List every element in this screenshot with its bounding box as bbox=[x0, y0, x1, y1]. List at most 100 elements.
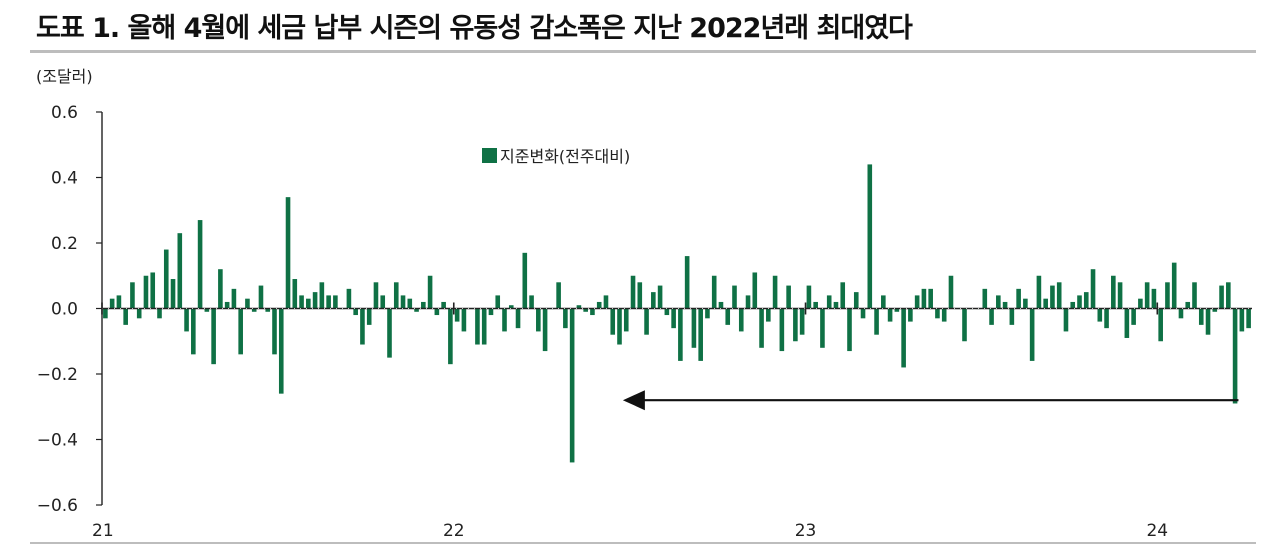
bar bbox=[914, 295, 920, 309]
y-axis-ticks: 0.6 0.4 0.2 0.0 −0.2 −0.4 −0.6 bbox=[37, 103, 102, 516]
bar bbox=[441, 301, 446, 309]
y-tick-label: −0.4 bbox=[37, 431, 78, 451]
bar bbox=[204, 308, 210, 312]
bar bbox=[1050, 285, 1055, 309]
bar bbox=[941, 308, 947, 322]
bar bbox=[224, 301, 230, 309]
bar bbox=[353, 308, 358, 316]
bar bbox=[881, 295, 886, 309]
x-tick-label: 24 bbox=[1146, 521, 1168, 541]
bar bbox=[184, 308, 189, 332]
bar bbox=[1158, 308, 1163, 342]
bar bbox=[935, 308, 940, 319]
bar bbox=[698, 308, 703, 361]
bar bbox=[1124, 308, 1130, 338]
bar bbox=[278, 308, 284, 394]
bar bbox=[481, 308, 487, 345]
bar bbox=[1239, 308, 1245, 332]
arrow-annotation bbox=[622, 390, 1239, 411]
bar bbox=[306, 298, 311, 309]
bar bbox=[840, 282, 846, 309]
bar bbox=[231, 288, 237, 309]
bar bbox=[732, 285, 737, 309]
bar bbox=[380, 295, 386, 309]
bar bbox=[1144, 282, 1150, 309]
bar bbox=[1232, 308, 1238, 404]
bar bbox=[759, 308, 764, 348]
bar bbox=[116, 295, 122, 309]
bar bbox=[1090, 269, 1096, 309]
bar bbox=[1043, 298, 1048, 309]
bar bbox=[360, 308, 365, 345]
bar bbox=[1219, 285, 1224, 309]
bar bbox=[989, 308, 994, 325]
bar bbox=[1111, 275, 1116, 309]
bar bbox=[265, 308, 271, 312]
bar bbox=[786, 285, 791, 309]
bar bbox=[1063, 308, 1069, 332]
bar bbox=[258, 285, 264, 309]
bar bbox=[123, 308, 128, 325]
bar bbox=[569, 308, 575, 463]
bar bbox=[393, 282, 399, 309]
bar bbox=[1077, 295, 1082, 309]
bar bbox=[488, 308, 494, 316]
bar bbox=[651, 292, 656, 309]
bar bbox=[319, 282, 325, 309]
bar bbox=[833, 301, 839, 309]
legend: 지준변화(전주대비) bbox=[482, 147, 630, 166]
bar bbox=[766, 308, 771, 322]
bar bbox=[1138, 298, 1143, 309]
bar bbox=[218, 269, 223, 309]
bar bbox=[928, 288, 933, 309]
bar bbox=[502, 308, 507, 332]
bar bbox=[508, 305, 514, 309]
bar bbox=[745, 295, 751, 309]
bar bbox=[1070, 301, 1076, 309]
bar bbox=[596, 301, 602, 309]
y-tick-label: −0.6 bbox=[37, 496, 78, 516]
bar bbox=[996, 295, 1001, 309]
bar bbox=[813, 301, 818, 309]
bar bbox=[529, 295, 534, 309]
bar bbox=[109, 298, 115, 309]
bar bbox=[820, 308, 825, 348]
bar bbox=[136, 308, 142, 319]
bar bbox=[1212, 308, 1218, 312]
bar bbox=[1002, 301, 1008, 309]
bar bbox=[617, 308, 622, 345]
bar bbox=[346, 288, 352, 309]
bar bbox=[1016, 288, 1021, 309]
bar bbox=[191, 308, 196, 355]
bar bbox=[1117, 282, 1123, 309]
bar bbox=[387, 308, 392, 358]
y-tick-label: 0.6 bbox=[51, 103, 78, 123]
bar bbox=[536, 308, 541, 332]
x-tick-label: 22 bbox=[443, 521, 465, 541]
bar bbox=[860, 308, 866, 319]
bar bbox=[163, 249, 169, 309]
bar bbox=[414, 308, 419, 312]
bar bbox=[691, 308, 697, 348]
bar bbox=[1178, 308, 1184, 319]
bar bbox=[1083, 292, 1089, 309]
bar bbox=[671, 308, 676, 329]
bar bbox=[1151, 288, 1157, 309]
bar bbox=[982, 288, 988, 309]
bottom-rule bbox=[30, 542, 1256, 544]
legend-swatch bbox=[482, 148, 497, 163]
bar bbox=[806, 285, 812, 309]
bar bbox=[684, 256, 690, 309]
bar bbox=[826, 295, 832, 309]
bar bbox=[177, 233, 183, 309]
y-tick-label: −0.2 bbox=[37, 365, 78, 385]
bar bbox=[637, 282, 643, 309]
bar bbox=[556, 282, 561, 309]
bar bbox=[725, 308, 731, 325]
bar bbox=[1165, 282, 1170, 309]
bar bbox=[434, 308, 440, 316]
bar bbox=[793, 308, 798, 342]
bar bbox=[1185, 301, 1191, 309]
bar bbox=[576, 305, 582, 309]
